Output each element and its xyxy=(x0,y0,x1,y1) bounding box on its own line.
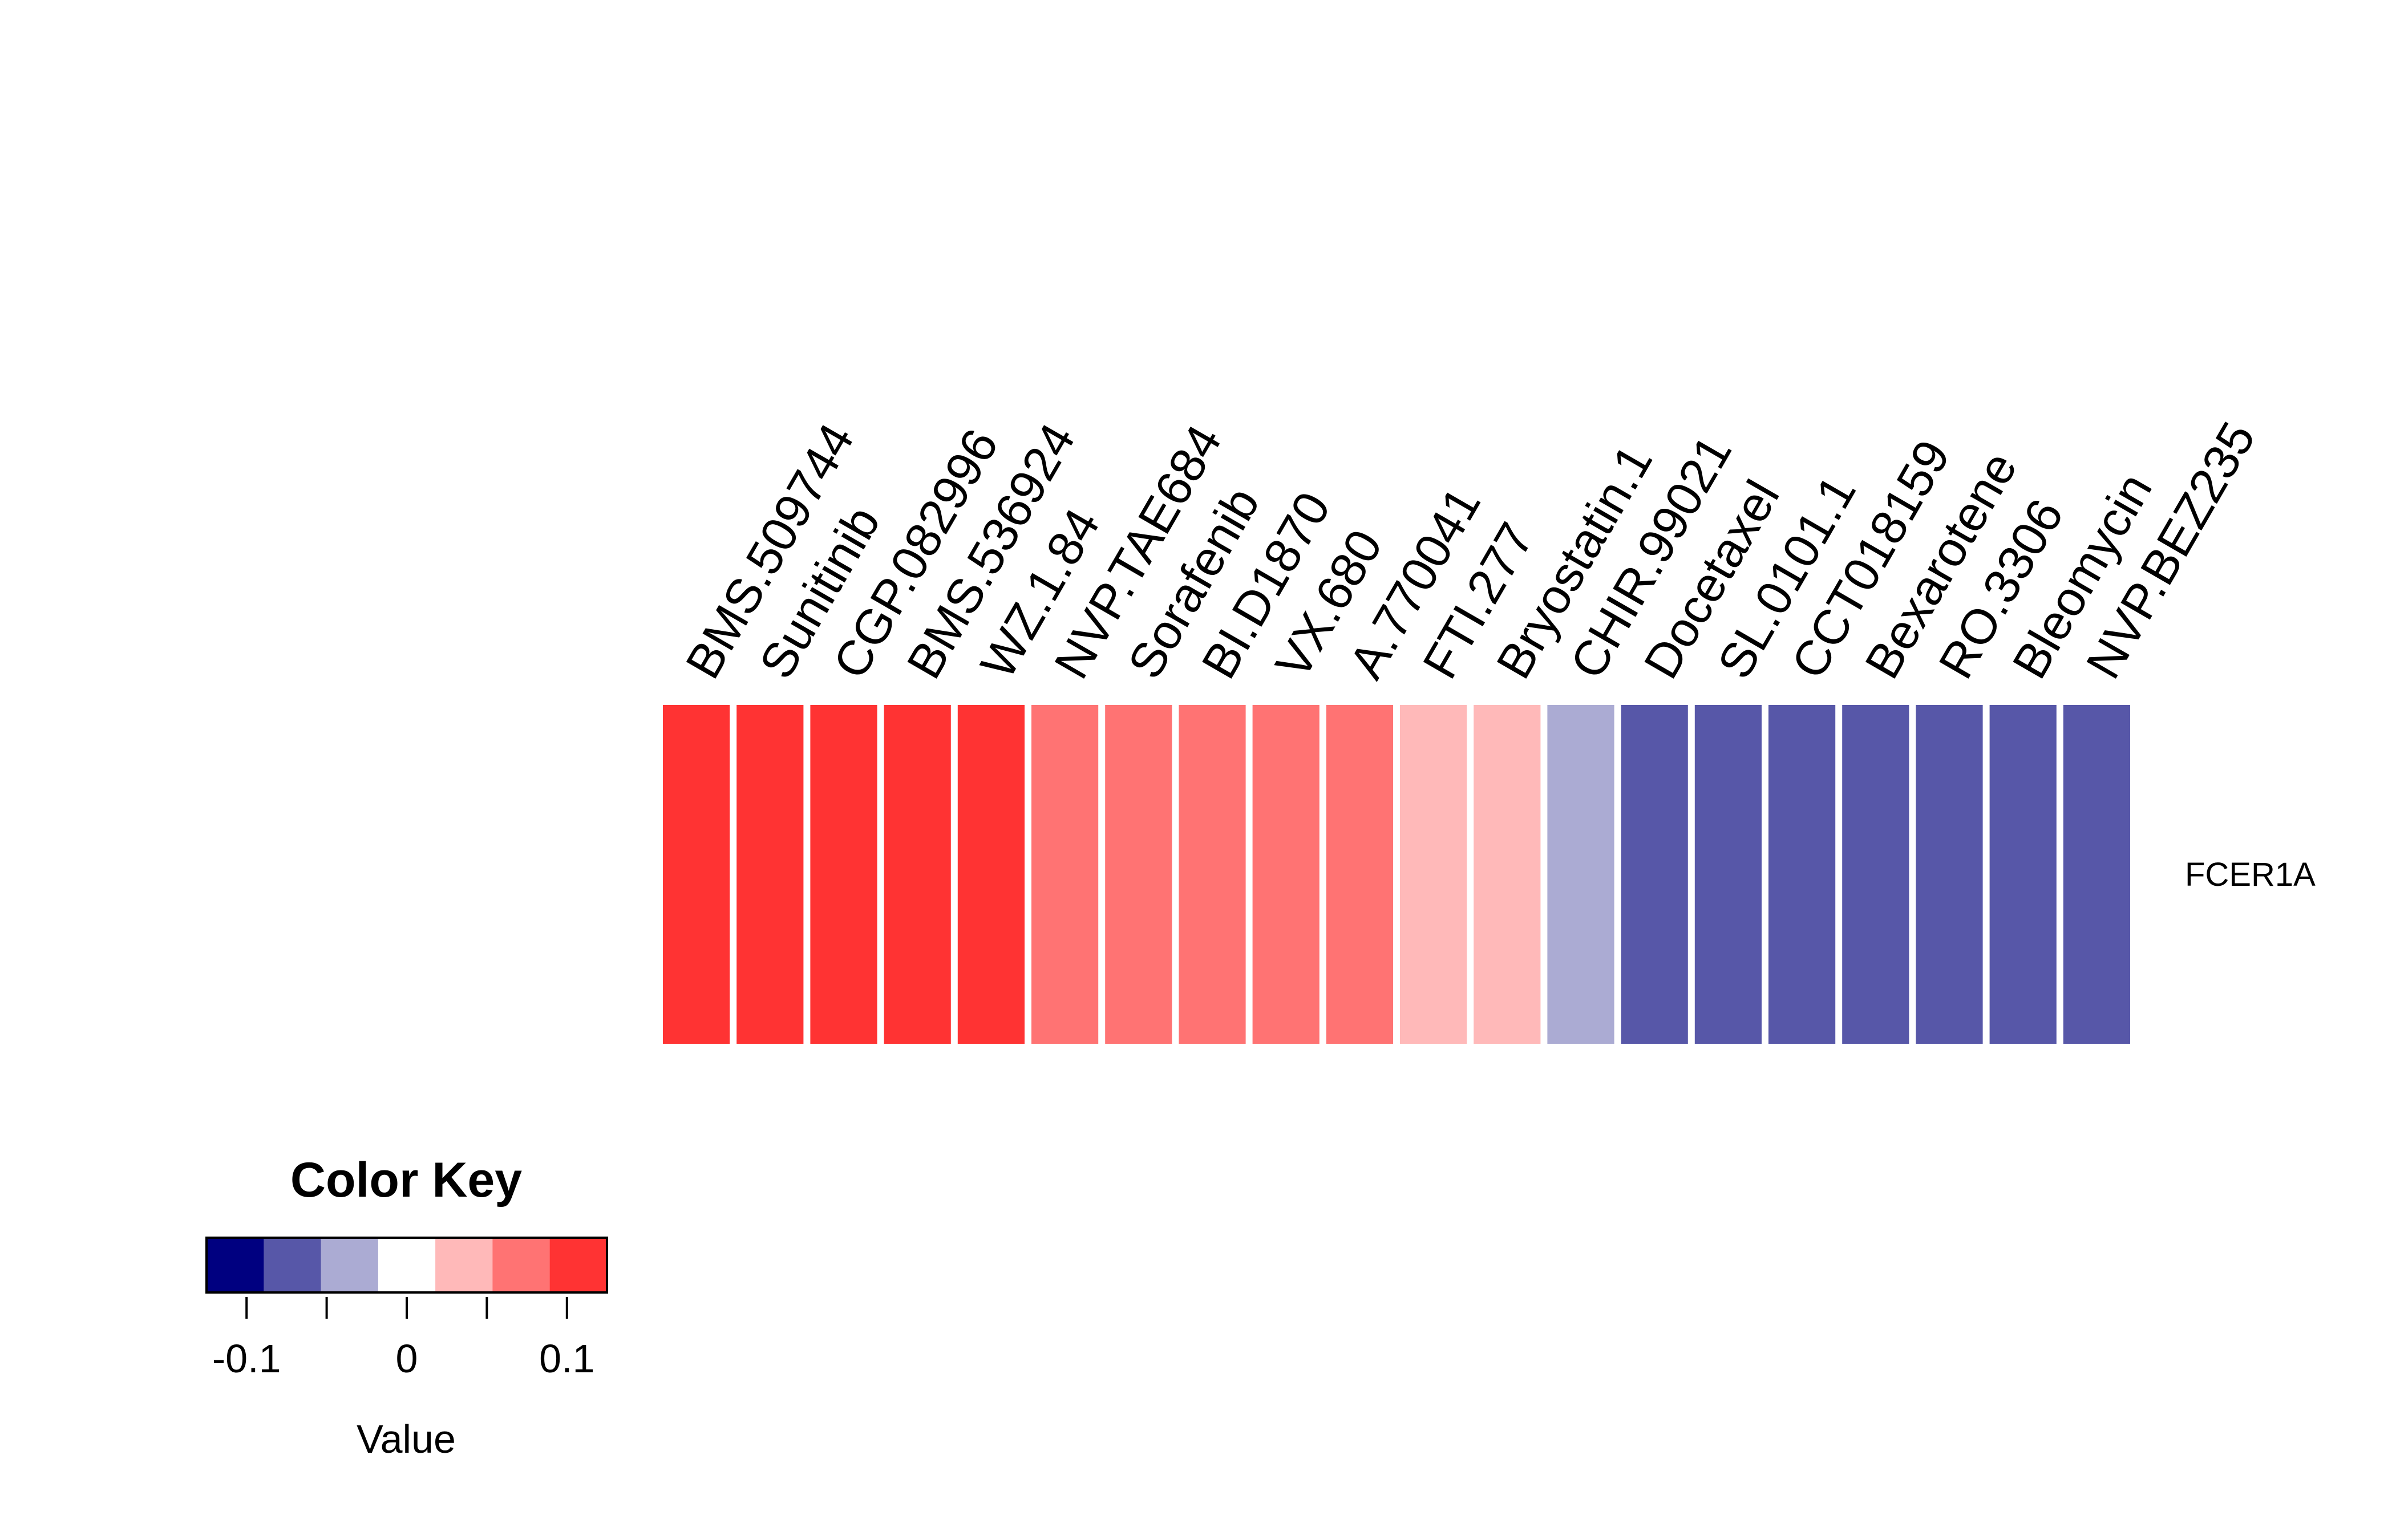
heatmap-cell xyxy=(884,705,951,1044)
heatmap-cell xyxy=(1474,705,1541,1044)
heatmap-cell xyxy=(1694,705,1762,1044)
heatmap-cell xyxy=(1105,705,1172,1044)
column-labels: BMS.509744SunitinibCGP.082996BMS.536924W… xyxy=(675,413,2266,687)
heatmap-cell xyxy=(1916,705,1983,1044)
row-label: FCER1A xyxy=(2185,856,2316,893)
color-key-border xyxy=(205,1237,608,1294)
color-key: Color Key -0.1 0 0.1 Value xyxy=(205,1153,608,1461)
heatmap-cell xyxy=(663,705,730,1044)
color-key-tick-label: 0.1 xyxy=(539,1336,594,1381)
color-key-tick-label: -0.1 xyxy=(212,1336,281,1381)
color-key-tick-label: 0 xyxy=(396,1336,418,1381)
heatmap-cell xyxy=(1326,705,1393,1044)
color-key-swatch xyxy=(435,1238,493,1292)
heatmap-cell xyxy=(810,705,877,1044)
heatmap-cell xyxy=(1989,705,2057,1044)
row-labels: FCER1A xyxy=(2185,856,2316,893)
heatmap-cell xyxy=(1547,705,1614,1044)
heatmap-cell xyxy=(1179,705,1246,1044)
heatmap-cell xyxy=(1621,705,1688,1044)
heatmap-cell xyxy=(1400,705,1467,1044)
heatmap-cells xyxy=(663,705,2130,1044)
heatmap-cell xyxy=(736,705,804,1044)
color-key-swatch xyxy=(549,1238,608,1292)
heatmap-cell xyxy=(1252,705,1320,1044)
color-key-swatch xyxy=(492,1238,551,1292)
color-key-bar xyxy=(205,1237,608,1294)
color-key-title: Color Key xyxy=(290,1153,522,1207)
heatmap-cell xyxy=(1031,705,1099,1044)
color-key-swatch xyxy=(207,1238,264,1292)
color-key-swatch xyxy=(321,1238,379,1292)
color-key-axis-label: Value xyxy=(357,1417,456,1461)
color-key-axis: -0.1 0 0.1 xyxy=(212,1297,594,1381)
heatmap-cell xyxy=(957,705,1025,1044)
heatmap-cell xyxy=(2063,705,2130,1044)
color-key-swatch xyxy=(264,1238,322,1292)
heatmap-cell xyxy=(1842,705,1909,1044)
heatmap-cell xyxy=(1768,705,1836,1044)
color-key-swatch xyxy=(378,1238,436,1292)
